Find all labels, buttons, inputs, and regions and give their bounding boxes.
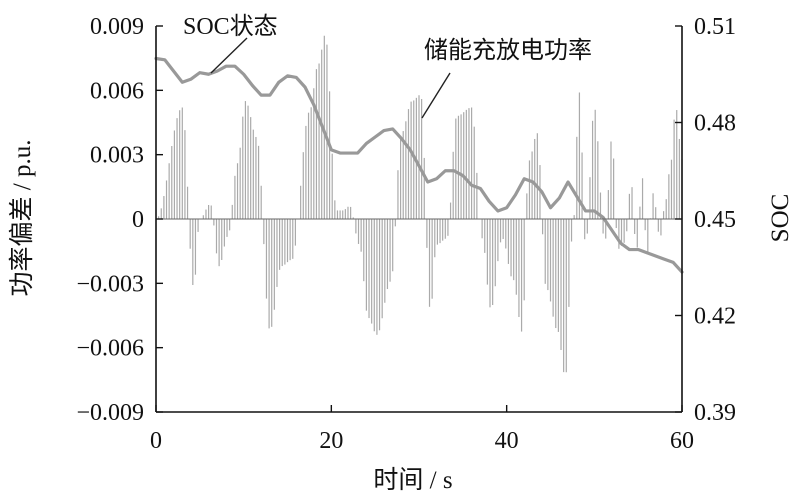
x-tick-label: 40 — [495, 428, 519, 454]
power-bars-group — [158, 35, 683, 373]
power-annotation-leader — [421, 72, 451, 119]
x-axis-title: 时间 / s — [373, 466, 452, 494]
soc-line — [154, 56, 684, 274]
soc-annotation-leader — [210, 37, 248, 74]
y-left-tick-label: −0.009 — [76, 400, 144, 426]
y-right-tick-label: 0.45 — [694, 207, 736, 233]
y-left-tick-label: −0.006 — [76, 336, 144, 362]
y-right-axis-title: SOC — [767, 194, 794, 243]
axes-group — [155, 25, 683, 413]
y-right-tick-label: 0.51 — [694, 14, 736, 40]
y-left-axis-title: 功率偏差 / p.u. — [8, 140, 36, 297]
y-left-tick-label: −0.003 — [76, 271, 144, 297]
tick-labels-group: 0.009 0.006 0.003 0 −0.003 −0.006 −0.009 0.51 0.… — [76, 14, 736, 454]
soc-annotation-label: SOC状态 — [183, 13, 278, 40]
y-left-tick-label: 0.009 — [90, 14, 144, 40]
power-annotation-label: 储能充放电功率 — [424, 37, 592, 64]
y-right-tick-label: 0.42 — [694, 304, 736, 330]
soc-line-group — [154, 56, 684, 274]
y-right-tick-label: 0.48 — [694, 111, 736, 137]
y-right-tick-label: 0.39 — [694, 400, 736, 426]
y-left-tick-label: 0.003 — [90, 143, 144, 169]
x-tick-label: 60 — [670, 428, 694, 454]
x-tick-label: 0 — [150, 428, 162, 454]
y-left-tick-label: 0 — [132, 207, 144, 233]
y-left-tick-label: 0.006 — [90, 78, 144, 104]
x-tick-label: 20 — [319, 428, 343, 454]
